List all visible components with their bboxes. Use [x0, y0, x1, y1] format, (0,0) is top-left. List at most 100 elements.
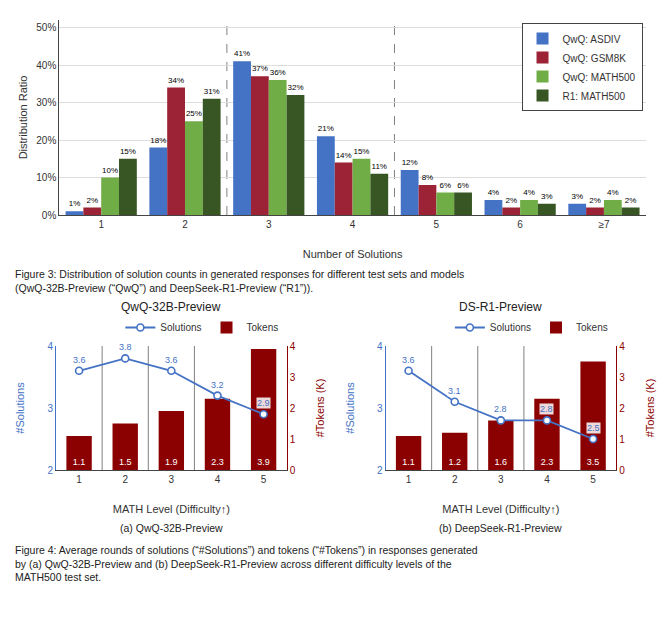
- svg-text:4: 4: [377, 341, 383, 352]
- svg-text:2.9: 2.9: [257, 398, 270, 408]
- svg-text:20%: 20%: [36, 135, 56, 146]
- svg-text:3: 3: [266, 219, 272, 230]
- svg-text:Number of Solutions: Number of Solutions: [303, 248, 403, 260]
- svg-text:3.2: 3.2: [211, 380, 224, 390]
- svg-text:2.8: 2.8: [494, 404, 507, 414]
- svg-text:3.9: 3.9: [257, 457, 270, 467]
- svg-text:Tokens: Tokens: [247, 322, 279, 333]
- svg-text:25%: 25%: [186, 109, 202, 118]
- svg-text:6: 6: [517, 219, 523, 230]
- svg-text:2: 2: [619, 403, 625, 414]
- svg-text:3.5: 3.5: [587, 457, 600, 467]
- svg-text:Distribution Ratio: Distribution Ratio: [17, 76, 29, 160]
- svg-text:2.8: 2.8: [540, 404, 553, 414]
- svg-text:2.3: 2.3: [211, 457, 224, 467]
- svg-text:2: 2: [122, 474, 128, 485]
- svg-text:4: 4: [290, 341, 296, 352]
- svg-text:21%: 21%: [318, 124, 334, 133]
- svg-text:Figure 4: Average rounds of so: Figure 4: Average rounds of solutions (“…: [15, 544, 478, 583]
- svg-text:50%: 50%: [36, 22, 56, 33]
- svg-text:31%: 31%: [204, 87, 220, 96]
- svg-text:6%: 6%: [439, 181, 451, 190]
- svg-text:1.5: 1.5: [119, 457, 132, 467]
- svg-text:3: 3: [47, 403, 53, 414]
- svg-text:≥7: ≥7: [598, 219, 609, 230]
- svg-text:3: 3: [290, 372, 296, 383]
- svg-text:0: 0: [619, 465, 625, 476]
- svg-text:1: 1: [76, 474, 82, 485]
- svg-text:30%: 30%: [36, 97, 56, 108]
- svg-text:15%: 15%: [120, 147, 136, 156]
- svg-text:1: 1: [98, 219, 104, 230]
- svg-text:Figure 3: Distribution of solu: Figure 3: Distribution of solution count…: [15, 268, 464, 294]
- svg-text:36%: 36%: [270, 68, 286, 77]
- svg-text:0%: 0%: [42, 210, 57, 221]
- svg-text:18%: 18%: [150, 136, 166, 145]
- svg-text:4%: 4%: [523, 188, 535, 197]
- svg-text:8%: 8%: [422, 173, 434, 182]
- svg-text:14%: 14%: [336, 151, 352, 160]
- svg-text:1: 1: [290, 434, 296, 445]
- svg-text:QwQ: ASDIV: QwQ: ASDIV: [563, 34, 621, 45]
- svg-text:QwQ: GSM8K: QwQ: GSM8K: [563, 53, 627, 64]
- svg-text:1: 1: [619, 434, 625, 445]
- svg-text:3.1: 3.1: [448, 386, 461, 396]
- svg-text:15%: 15%: [353, 147, 369, 156]
- svg-text:3%: 3%: [541, 192, 553, 201]
- svg-text:QwQ-32B-Preview: QwQ-32B-Preview: [121, 300, 221, 314]
- svg-text:2%: 2%: [589, 196, 601, 205]
- svg-text:MATH Level (Difficulty↑): MATH Level (Difficulty↑): [113, 503, 230, 515]
- svg-text:1.2: 1.2: [448, 457, 461, 467]
- svg-text:4: 4: [350, 219, 356, 230]
- svg-text:3.6: 3.6: [402, 355, 415, 365]
- svg-text:1.1: 1.1: [73, 457, 86, 467]
- svg-text:3: 3: [377, 403, 383, 414]
- svg-text:Solutions: Solutions: [160, 322, 201, 333]
- svg-text:2%: 2%: [625, 196, 637, 205]
- svg-text:4: 4: [215, 474, 221, 485]
- svg-text:32%: 32%: [287, 83, 303, 92]
- svg-text:QwQ: MATH500: QwQ: MATH500: [563, 72, 636, 83]
- svg-text:3.6: 3.6: [73, 355, 86, 365]
- svg-text:0: 0: [290, 465, 296, 476]
- svg-text:2: 2: [290, 403, 296, 414]
- svg-text:(b) DeepSeek-R1-Preview: (b) DeepSeek-R1-Preview: [439, 522, 562, 534]
- svg-text:41%: 41%: [234, 49, 250, 58]
- svg-text:1.1: 1.1: [402, 457, 415, 467]
- svg-text:10%: 10%: [36, 172, 56, 183]
- svg-text:R1: MATH500: R1: MATH500: [563, 91, 626, 102]
- svg-text:4: 4: [544, 474, 550, 485]
- svg-text:DS-R1-Preview: DS-R1-Preview: [459, 300, 542, 314]
- svg-text:3: 3: [619, 372, 625, 383]
- svg-text:5: 5: [590, 474, 596, 485]
- svg-text:11%: 11%: [372, 162, 387, 171]
- svg-text:#Tokens (K): #Tokens (K): [314, 379, 326, 438]
- svg-text:3.6: 3.6: [165, 355, 178, 365]
- svg-text:12%: 12%: [402, 158, 418, 167]
- svg-text:5: 5: [261, 474, 267, 485]
- svg-text:2.3: 2.3: [541, 457, 554, 467]
- svg-text:#Solutions: #Solutions: [14, 382, 26, 434]
- svg-text:4%: 4%: [488, 188, 500, 197]
- svg-text:Solutions: Solutions: [490, 322, 531, 333]
- svg-text:2: 2: [452, 474, 458, 485]
- svg-text:1.9: 1.9: [165, 457, 178, 467]
- svg-text:4: 4: [619, 341, 625, 352]
- svg-text:(a) QwQ-32B-Preview: (a) QwQ-32B-Preview: [120, 522, 223, 534]
- svg-text:37%: 37%: [252, 64, 268, 73]
- svg-text:1%: 1%: [69, 199, 81, 208]
- svg-text:3: 3: [498, 474, 504, 485]
- svg-text:1: 1: [406, 474, 412, 485]
- svg-text:4: 4: [47, 341, 53, 352]
- svg-text:40%: 40%: [36, 60, 56, 71]
- svg-text:5: 5: [434, 219, 440, 230]
- svg-text:2.5: 2.5: [587, 423, 600, 433]
- svg-text:MATH Level (Difficulty↑): MATH Level (Difficulty↑): [442, 503, 559, 515]
- svg-text:2: 2: [47, 465, 53, 476]
- svg-text:3: 3: [169, 474, 175, 485]
- svg-text:4%: 4%: [607, 188, 619, 197]
- svg-text:#Tokens (K): #Tokens (K): [644, 379, 656, 438]
- svg-text:Tokens: Tokens: [576, 322, 608, 333]
- svg-text:3.8: 3.8: [119, 342, 132, 352]
- svg-text:#Solutions: #Solutions: [344, 382, 356, 434]
